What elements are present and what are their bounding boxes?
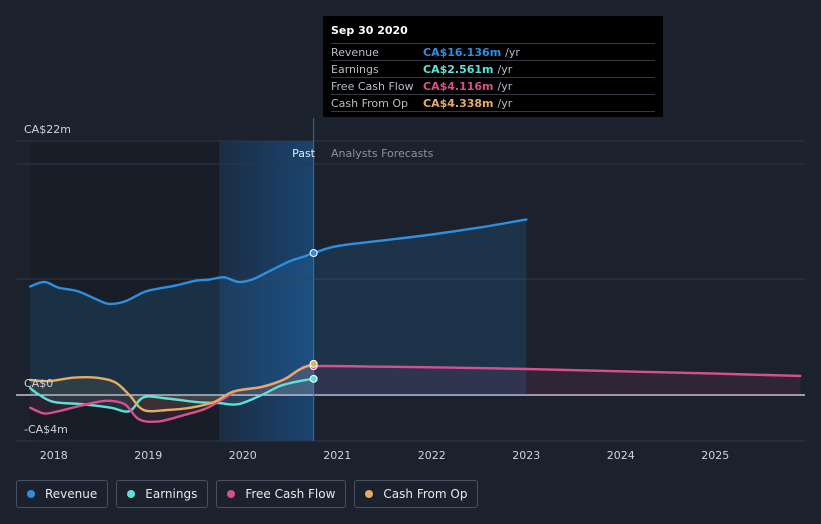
cash-from-op-line (29, 362, 315, 413)
x-tick-label: 2022 (418, 449, 446, 462)
free-cash-flow-dot-icon (227, 490, 236, 498)
x-tick-label: 2023 (512, 449, 540, 462)
tooltip-label: Earnings (331, 62, 379, 76)
x-tick-label: 2018 (40, 449, 68, 462)
revenue-marker (309, 248, 318, 257)
earnings-line (29, 377, 315, 413)
tooltip-date: Sep 30 2020 (331, 24, 408, 37)
tooltip-value: CA$16.136m (423, 45, 502, 59)
x-tick-label: 2024 (607, 449, 635, 462)
tooltip: Sep 30 2020 Revenue CA$16.136m /yr Earni… (323, 16, 663, 117)
cash-from-op-area (30, 363, 314, 412)
tooltip-row-cash-from-op: Cash From Op CA$4.338m /yr (331, 94, 655, 112)
tooltip-row-free-cash-flow: Free Cash Flow CA$4.116m /yr (331, 77, 655, 94)
y-label-zero: CA$0 (24, 377, 53, 390)
forecast-label: Analysts Forecasts (331, 147, 434, 160)
x-tick-label: 2019 (134, 449, 162, 462)
tooltip-unit: /yr (505, 45, 520, 59)
tooltip-value: CA$4.338m (423, 96, 494, 110)
x-tick-label: 2025 (701, 449, 729, 462)
legend-label: Revenue (45, 487, 98, 501)
earnings-area (30, 378, 314, 412)
x-tick-label: 2020 (229, 449, 257, 462)
tooltip-unit: /yr (497, 62, 513, 76)
revenue-area (30, 219, 527, 395)
tooltip-value: CA$2.561m (423, 62, 494, 76)
cash-from-op-marker (309, 359, 318, 368)
legend-label: Free Cash Flow (245, 487, 336, 501)
legend-item-earnings[interactable]: Earnings (116, 480, 209, 508)
tooltip-label: Free Cash Flow (331, 79, 414, 93)
x-tick-label: 2021 (323, 449, 351, 462)
tooltip-label: Revenue (331, 45, 379, 59)
tooltip-row-earnings: Earnings CA$2.561m /yr (331, 60, 655, 77)
legend-item-cash-from-op[interactable]: Cash From Op (354, 480, 479, 508)
legend-label: Cash From Op (383, 487, 468, 501)
legend-label: Earnings (145, 487, 198, 501)
legend: Revenue Earnings Free Cash Flow Cash Fro… (16, 480, 479, 508)
tooltip-row-revenue: Revenue CA$16.136m /yr (331, 43, 655, 60)
y-label-top: CA$22m (24, 123, 71, 136)
tooltip-unit: /yr (497, 96, 513, 110)
past-label: Past (292, 147, 316, 160)
legend-item-revenue[interactable]: Revenue (16, 480, 109, 508)
cash-from-op-dot-icon (365, 490, 374, 498)
earnings-marker (309, 374, 318, 383)
revenue-dot-icon (27, 490, 35, 498)
revenue-line (29, 218, 528, 306)
tooltip-value: CA$4.116m (423, 79, 494, 93)
y-label-bottom: -CA$4m (24, 423, 68, 436)
free-cash-flow-area (30, 365, 801, 422)
legend-item-free-cash-flow[interactable]: Free Cash Flow (216, 480, 347, 508)
tooltip-label: Cash From Op (331, 96, 409, 110)
earnings-dot-icon (127, 490, 136, 498)
tooltip-unit: /yr (497, 79, 513, 93)
